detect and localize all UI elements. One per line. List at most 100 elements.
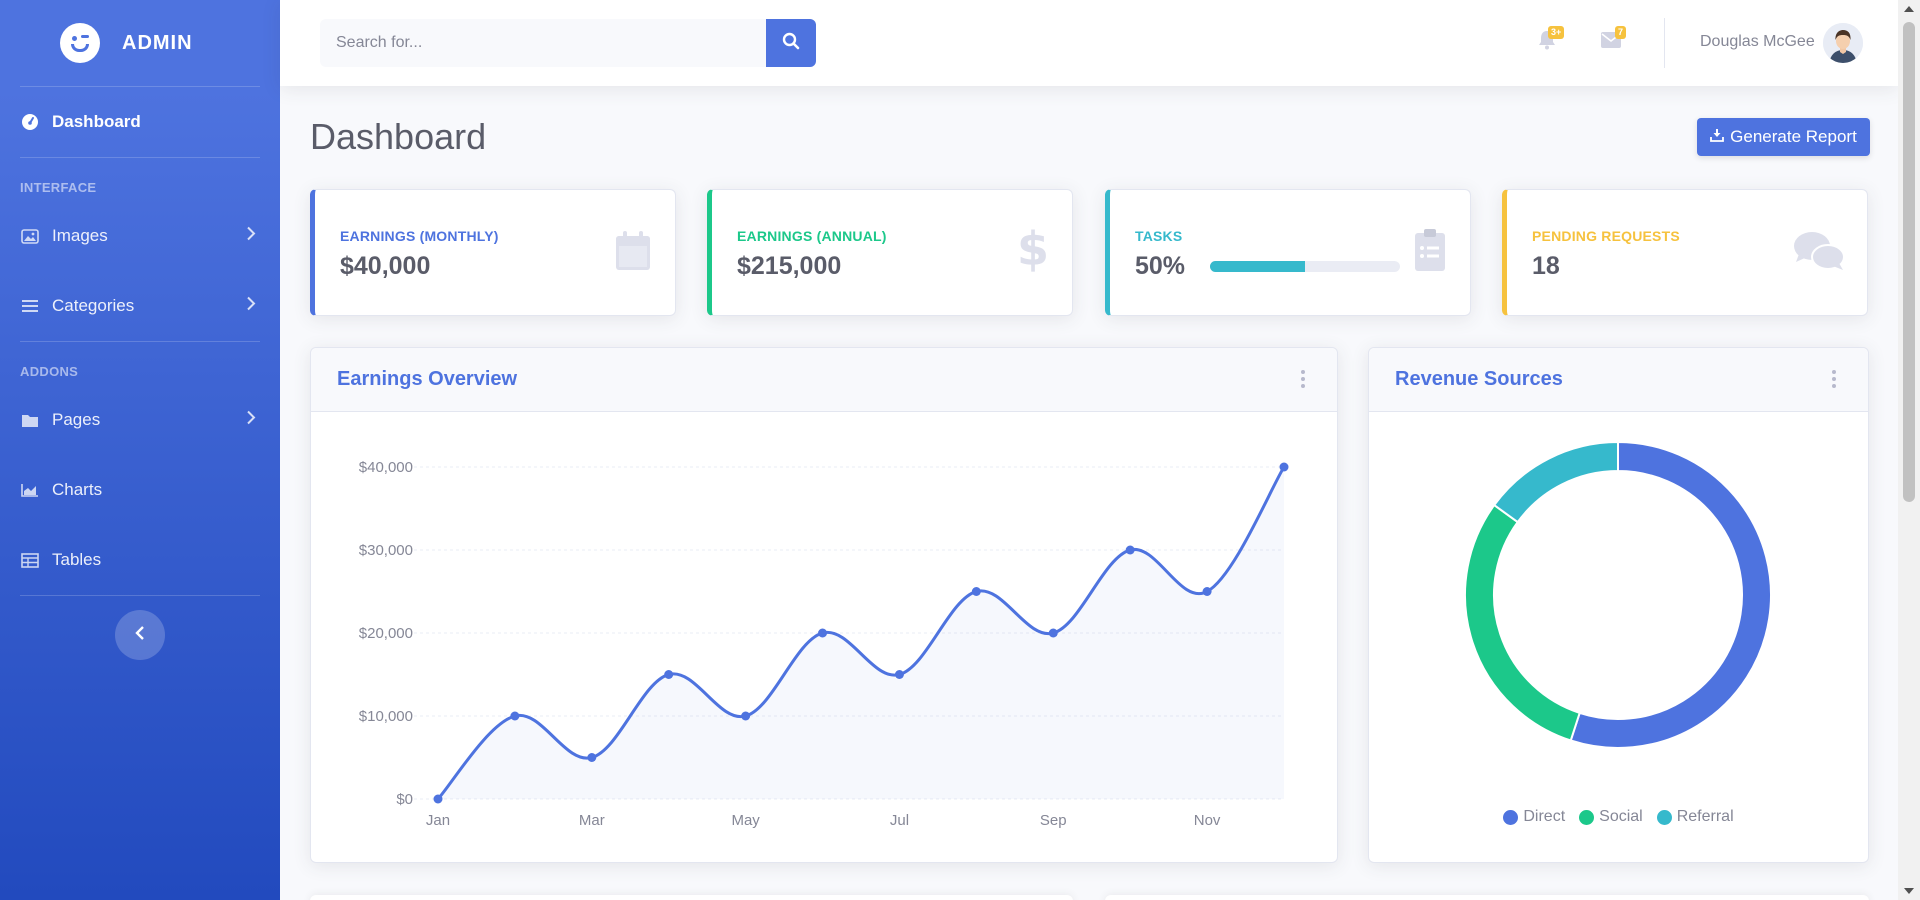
revenue-sources-card: Revenue Sources Direct Social Referral [1368, 347, 1869, 863]
sidebar-item-categories[interactable]: Categories [0, 271, 280, 341]
x-tick-label: Jan [426, 812, 450, 829]
stat-value: 50% [1135, 252, 1186, 280]
table-icon [20, 552, 40, 568]
data-point [433, 794, 443, 804]
sidebar-divider [20, 341, 260, 342]
stat-label: EARNINGS (MONTHLY) [340, 228, 499, 244]
stat-card-pending-requests: PENDING REQUESTS 18 [1502, 189, 1868, 316]
y-tick-label: $10,000 [359, 708, 413, 725]
chart-legend: Direct Social Referral [1369, 808, 1868, 826]
data-point [1202, 587, 1212, 596]
stat-label: EARNINGS (ANNUAL) [737, 228, 887, 244]
messages-button[interactable]: 7 [1601, 26, 1627, 53]
y-tick-label: $30,000 [359, 542, 413, 559]
tasks-progress-fill [1210, 261, 1305, 272]
chart-area-icon [20, 483, 40, 497]
sidebar: ADMIN Dashboard INTERFACE Images Categor… [0, 0, 280, 900]
stat-label: PENDING REQUESTS [1532, 228, 1680, 244]
brand-link[interactable]: ADMIN [0, 0, 280, 86]
more-options-icon[interactable] [1832, 370, 1836, 388]
dollar-icon: $ [1017, 222, 1049, 277]
card-stub [310, 895, 1073, 900]
brand-name: ADMIN [122, 31, 193, 54]
sidebar-item-pages[interactable]: Pages [0, 385, 280, 455]
x-tick-label: Jul [890, 812, 909, 829]
data-point [894, 670, 904, 679]
scroll-up-arrow-icon[interactable] [1904, 6, 1914, 12]
topbar: 3+ 7 Douglas McGee [280, 0, 1898, 86]
stat-card-earnings-monthly: EARNINGS (MONTHLY) $40,000 [310, 189, 676, 316]
scroll-thumb[interactable] [1903, 22, 1915, 502]
data-point [971, 587, 981, 596]
generate-report-button[interactable]: Generate Report [1697, 118, 1870, 156]
images-icon [20, 228, 40, 244]
donut-slice-referral [1492, 440, 1619, 524]
area-fill [438, 467, 1284, 799]
generate-report-label: Generate Report [1730, 127, 1857, 146]
legend-item-referral: Referral [1656, 808, 1734, 826]
chevron-right-icon [246, 410, 256, 431]
data-point [587, 753, 597, 762]
sidebar-item-label: Pages [52, 410, 101, 429]
data-point [1279, 462, 1289, 472]
download-icon [1710, 127, 1730, 147]
card-header: Earnings Overview [311, 348, 1337, 412]
sidebar-item-charts[interactable]: Charts [0, 455, 280, 525]
search-icon [782, 32, 800, 55]
page-scrollbar[interactable] [1898, 0, 1920, 900]
data-point [1125, 545, 1135, 555]
user-name[interactable]: Douglas McGee [1700, 33, 1815, 50]
chevron-left-icon [134, 625, 146, 646]
card-header: Revenue Sources [1369, 348, 1868, 412]
brand-logo-icon [60, 23, 100, 63]
card-title: Revenue Sources [1395, 368, 1563, 390]
alerts-button[interactable]: 3+ [1538, 26, 1565, 55]
y-tick-label: $20,000 [359, 625, 413, 642]
sidebar-item-dashboard[interactable]: Dashboard [0, 87, 280, 157]
sidebar-heading-interface: INTERFACE [20, 180, 97, 195]
data-point [741, 711, 751, 721]
search-input[interactable] [320, 19, 766, 67]
y-tick-label: $0 [396, 791, 413, 808]
messages-count-badge: 7 [1615, 26, 1627, 39]
stat-value: $40,000 [340, 252, 431, 280]
chevron-right-icon [246, 226, 256, 247]
tasks-progress-bar [1210, 261, 1400, 272]
svg-text:$: $ [1020, 226, 1046, 272]
scroll-down-arrow-icon[interactable] [1904, 888, 1914, 894]
page-title: Dashboard [310, 116, 487, 157]
chevron-right-icon [246, 296, 256, 317]
search-form [320, 19, 816, 67]
sidebar-heading-addons: ADDONS [20, 364, 79, 379]
more-options-icon[interactable] [1301, 370, 1305, 388]
search-button[interactable] [766, 19, 816, 67]
legend-label: Direct [1523, 808, 1566, 825]
legend-item-direct: Direct [1503, 808, 1565, 826]
sidebar-item-tables[interactable]: Tables [0, 525, 280, 595]
sidebar-item-label: Charts [52, 480, 103, 499]
sidebar-toggle-button[interactable] [115, 610, 165, 660]
sidebar-item-images[interactable]: Images [0, 201, 280, 271]
sidebar-divider [20, 595, 260, 596]
data-point [818, 628, 828, 638]
data-point [664, 670, 674, 679]
sidebar-divider [20, 86, 260, 87]
calendar-icon [615, 230, 651, 277]
earnings-overview-card: Earnings Overview $0 $10,000 $20,000 $30,00… [310, 347, 1338, 863]
sidebar-item-label: Dashboard [52, 112, 141, 131]
comments-icon [1793, 230, 1845, 279]
data-point [510, 711, 520, 721]
data-point [1048, 628, 1058, 638]
topbar-divider [1664, 18, 1665, 68]
legend-label: Referral [1676, 808, 1734, 825]
revenue-donut-chart [1464, 440, 1772, 749]
avatar[interactable] [1823, 23, 1863, 63]
stat-label: TASKS [1135, 228, 1183, 244]
bell-icon [1538, 31, 1556, 54]
tachometer-icon [20, 113, 40, 131]
y-tick-label: $40,000 [359, 459, 413, 476]
alerts-count-badge: 3+ [1548, 26, 1565, 39]
sidebar-divider [20, 157, 260, 158]
bars-icon [20, 299, 40, 313]
clipboard-list-icon [1414, 228, 1446, 277]
